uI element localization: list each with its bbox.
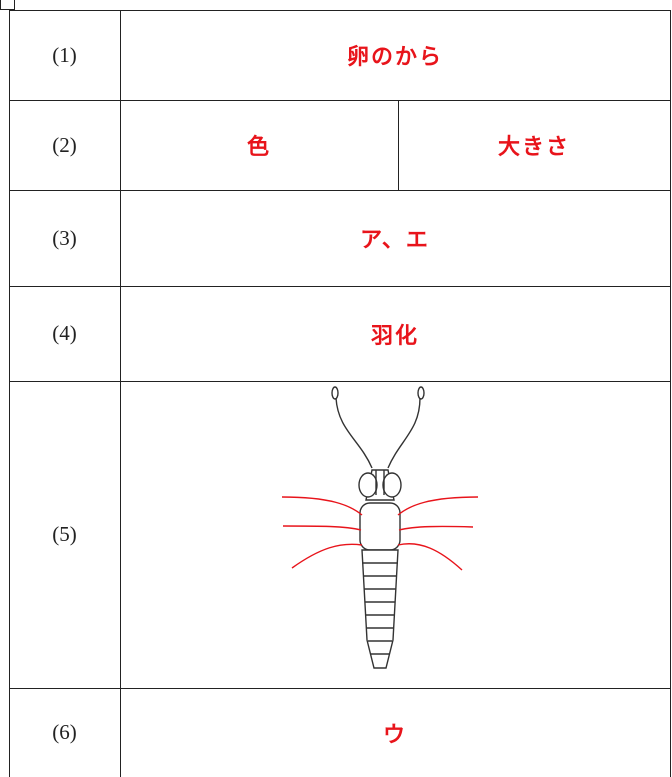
row-label: (3) [52,225,77,250]
rule [9,10,10,777]
rule [9,10,671,11]
answer: 大きさ [497,135,570,160]
rule [9,190,671,191]
rule [9,286,671,287]
answer: ウ [382,722,407,748]
rule [9,381,671,382]
rule [9,100,671,101]
rule [9,688,671,689]
rule [670,10,671,777]
answer: ア、エ [360,228,430,253]
row-label: (1) [52,42,77,67]
row-label: (5) [52,522,77,546]
row-label: (2) [52,132,77,157]
corner-box [0,0,15,10]
answer: 色 [246,135,271,160]
row-label: (6) [52,720,77,744]
rule [398,100,399,190]
answer: 卵のから [346,45,443,70]
row-label: (4) [52,321,77,345]
answer: 羽化 [370,323,419,349]
rule [120,10,121,777]
